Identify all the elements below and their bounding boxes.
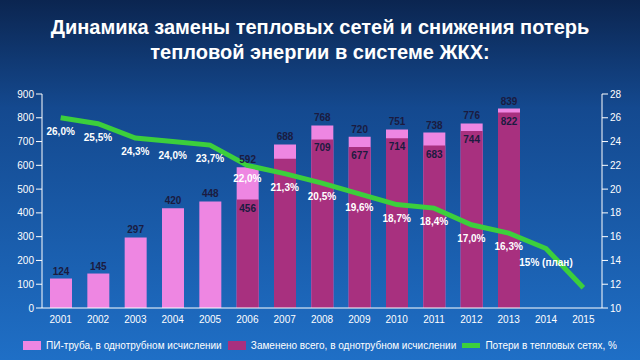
svg-text:25,5%: 25,5% bbox=[84, 132, 112, 143]
svg-text:23,7%: 23,7% bbox=[196, 153, 224, 164]
svg-text:738: 738 bbox=[426, 120, 443, 131]
svg-text:2008: 2008 bbox=[311, 314, 334, 325]
svg-text:16: 16 bbox=[610, 231, 622, 242]
svg-text:448: 448 bbox=[202, 188, 219, 199]
svg-text:2002: 2002 bbox=[87, 314, 110, 325]
svg-text:100: 100 bbox=[17, 279, 34, 290]
html-text:Динамика замены тепловых сетей: Динамика замены тепловых сетей и снижени… bbox=[50, 16, 590, 63]
svg-text:0: 0 bbox=[28, 303, 34, 314]
svg-text:700: 700 bbox=[17, 136, 34, 147]
svg-text:18: 18 bbox=[610, 207, 622, 218]
svg-text:500: 500 bbox=[17, 184, 34, 195]
svg-text:16,3%: 16,3% bbox=[494, 241, 522, 252]
svg-text:24,3%: 24,3% bbox=[121, 146, 149, 157]
svg-text:709: 709 bbox=[314, 142, 331, 153]
svg-text:300: 300 bbox=[17, 231, 34, 242]
svg-text:19,6%: 19,6% bbox=[345, 202, 373, 213]
svg-text:12: 12 bbox=[610, 279, 622, 290]
svg-text:20: 20 bbox=[610, 184, 622, 195]
svg-text:400: 400 bbox=[17, 207, 34, 218]
svg-text:2012: 2012 bbox=[460, 314, 483, 325]
svg-text:2004: 2004 bbox=[162, 314, 185, 325]
svg-text:26: 26 bbox=[610, 112, 622, 123]
svg-text:22: 22 bbox=[610, 160, 622, 171]
svg-text:17,0%: 17,0% bbox=[457, 233, 485, 244]
svg-text:714: 714 bbox=[389, 141, 406, 152]
svg-text:751: 751 bbox=[389, 116, 406, 127]
html-text:ПИ-труба, в однотрубном исчисл: ПИ-труба, в однотрубном исчислении bbox=[46, 339, 222, 351]
svg-text:124: 124 bbox=[53, 266, 70, 277]
svg-text:15% (план): 15% (план) bbox=[519, 257, 572, 268]
svg-text:200: 200 bbox=[17, 255, 34, 266]
svg-text:839: 839 bbox=[501, 96, 518, 107]
svg-text:24: 24 bbox=[610, 136, 622, 147]
svg-text:2015: 2015 bbox=[572, 314, 595, 325]
svg-text:776: 776 bbox=[463, 110, 480, 121]
svg-text:26,0%: 26,0% bbox=[46, 126, 74, 137]
svg-text:10: 10 bbox=[610, 303, 622, 314]
svg-text:145: 145 bbox=[90, 261, 107, 272]
svg-text:683: 683 bbox=[426, 149, 443, 160]
svg-text:592: 592 bbox=[239, 154, 256, 165]
html-text:Потери в тепловых сетях, %: Потери в тепловых сетях, % bbox=[485, 339, 617, 351]
svg-text:28: 28 bbox=[610, 89, 622, 100]
svg-text:2003: 2003 bbox=[124, 314, 147, 325]
svg-text:20,5%: 20,5% bbox=[308, 191, 336, 202]
svg-text:2010: 2010 bbox=[386, 314, 409, 325]
svg-text:18,7%: 18,7% bbox=[382, 213, 410, 224]
svg-text:2005: 2005 bbox=[199, 314, 222, 325]
html-text:Заменено всего, в однотрубном: Заменено всего, в однотрубном исчислении bbox=[250, 339, 457, 351]
svg-text:2006: 2006 bbox=[236, 314, 259, 325]
svg-text:720: 720 bbox=[351, 124, 368, 135]
svg-text:2011: 2011 bbox=[423, 314, 445, 325]
svg-text:900: 900 bbox=[17, 89, 34, 100]
svg-text:2009: 2009 bbox=[348, 314, 371, 325]
svg-text:744: 744 bbox=[463, 134, 480, 145]
svg-text:22,0%: 22,0% bbox=[233, 173, 261, 184]
svg-text:456: 456 bbox=[239, 203, 256, 214]
svg-text:768: 768 bbox=[314, 112, 331, 123]
svg-text:677: 677 bbox=[351, 150, 368, 161]
svg-text:2007: 2007 bbox=[274, 314, 297, 325]
svg-text:420: 420 bbox=[165, 195, 182, 206]
svg-text:2014: 2014 bbox=[535, 314, 558, 325]
svg-text:14: 14 bbox=[610, 255, 622, 266]
svg-text:688: 688 bbox=[277, 131, 294, 142]
svg-text:21,3%: 21,3% bbox=[270, 182, 298, 193]
svg-text:600: 600 bbox=[17, 160, 34, 171]
svg-text:822: 822 bbox=[501, 116, 518, 127]
svg-text:2001: 2001 bbox=[50, 314, 73, 325]
svg-text:24,0%: 24,0% bbox=[158, 150, 186, 161]
svg-text:2013: 2013 bbox=[498, 314, 521, 325]
svg-text:297: 297 bbox=[127, 224, 144, 235]
svg-text:800: 800 bbox=[17, 112, 34, 123]
svg-text:18,4%: 18,4% bbox=[420, 216, 448, 227]
